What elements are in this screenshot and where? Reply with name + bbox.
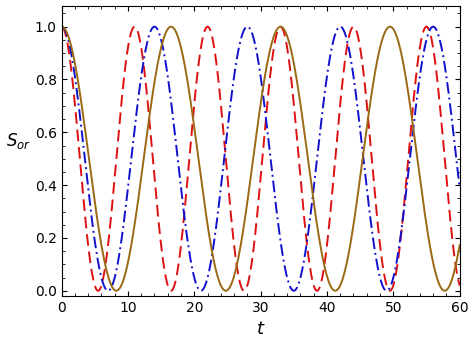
X-axis label: t: t [257, 321, 264, 338]
Y-axis label: $S_{or}$: $S_{or}$ [6, 131, 31, 151]
